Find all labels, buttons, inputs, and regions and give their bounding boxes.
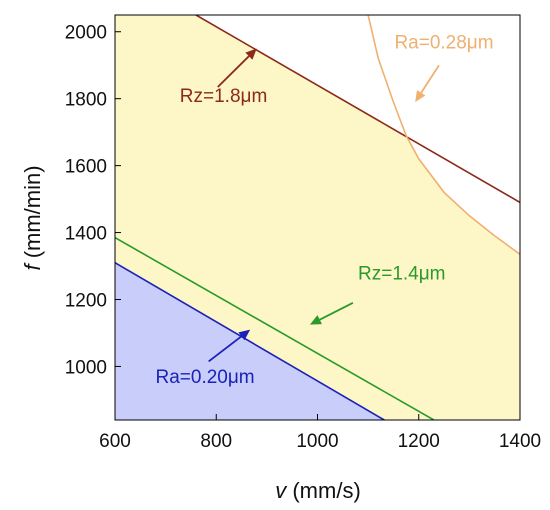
rz-1-4-m-line: [115, 236, 435, 420]
x-tick-label: 1000: [296, 431, 338, 452]
x-tick-label: 600: [99, 431, 131, 452]
rz-1-8-m-label: Rz=1.8μm: [180, 86, 268, 107]
rz-1-4-m-arrow: [309, 302, 354, 325]
ra-0-28-m-line: [367, 15, 520, 255]
rz-1-4-m-label: Rz=1.4μm: [358, 263, 446, 284]
ra-0-20-m-label: Ra=0.20μm: [156, 367, 255, 388]
rz-1-8-m-arrow: [217, 48, 257, 88]
plot-area: [115, 15, 520, 420]
y-tick-label: 1200: [65, 291, 107, 312]
x-tick-label: 800: [200, 431, 232, 452]
y-tick-label: 2000: [65, 23, 107, 44]
y-tick-label: 1600: [65, 157, 107, 178]
x-axis-title: v (mm/s): [275, 478, 361, 503]
ra-0-20-m-line: [115, 262, 385, 420]
feasible-region: [115, 15, 520, 420]
x-tick-label: 1400: [499, 431, 541, 452]
y-tick-label: 1400: [65, 224, 107, 245]
ra-0-28-m-arrow: [415, 64, 440, 103]
y-axis-title: f (mm/min): [20, 165, 45, 270]
x-tick-label: 1200: [398, 431, 440, 452]
y-tick-label: 1800: [65, 90, 107, 111]
rz-1-8-m-line: [195, 15, 520, 204]
y-tick-label: 1000: [65, 357, 107, 378]
ra-0-28-m-label: Ra=0.28μm: [394, 32, 493, 53]
ra-0-20-m-arrow: [208, 329, 251, 363]
